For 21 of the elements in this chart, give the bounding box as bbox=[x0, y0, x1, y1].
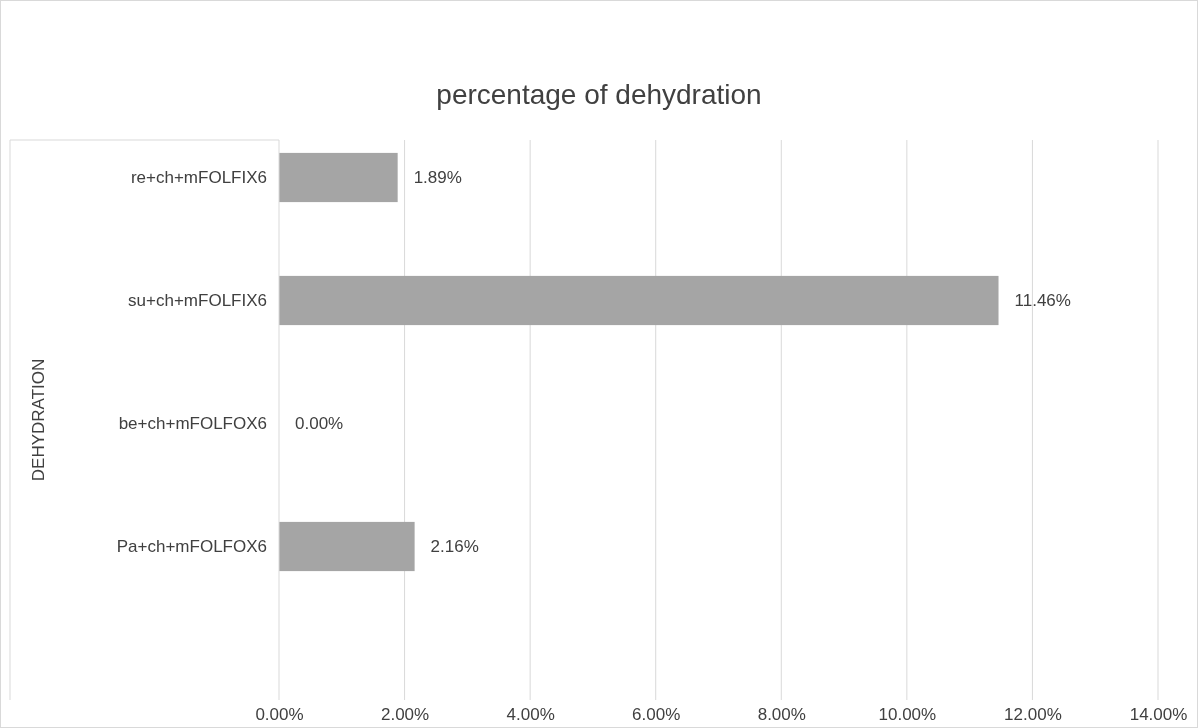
x-tick-label: 2.00% bbox=[380, 705, 430, 725]
x-tick-label: 8.00% bbox=[757, 705, 806, 725]
y-axis-title: DEHYDRATION bbox=[29, 358, 48, 482]
y-tick-label: re+ch+mFOLFIX6 bbox=[130, 168, 267, 188]
chart-title: percentage of dehydration bbox=[436, 79, 762, 110]
data-label: 2.16% bbox=[430, 537, 479, 557]
data-label: 1.89% bbox=[413, 168, 462, 188]
x-tick-label: 4.00% bbox=[506, 705, 555, 725]
y-tick-label: su+ch+mFOLFIX6 bbox=[128, 291, 267, 311]
y-tick-label: Pa+ch+mFOLFOX6 bbox=[116, 537, 267, 557]
y-tick-label: be+ch+mFOLFOX6 bbox=[118, 414, 267, 434]
bar bbox=[279, 152, 398, 203]
bar bbox=[279, 521, 415, 572]
bar bbox=[279, 275, 999, 326]
x-tick-label: 0.00% bbox=[255, 705, 304, 725]
x-tick-label: 14.00% bbox=[1129, 705, 1188, 725]
x-tick-label: 12.00% bbox=[1004, 705, 1062, 725]
x-tick-label: 10.00% bbox=[878, 705, 937, 725]
x-tick-label: 6.00% bbox=[632, 705, 681, 725]
data-label: 0.00% bbox=[295, 414, 344, 434]
data-label: 11.46% bbox=[1014, 291, 1071, 311]
